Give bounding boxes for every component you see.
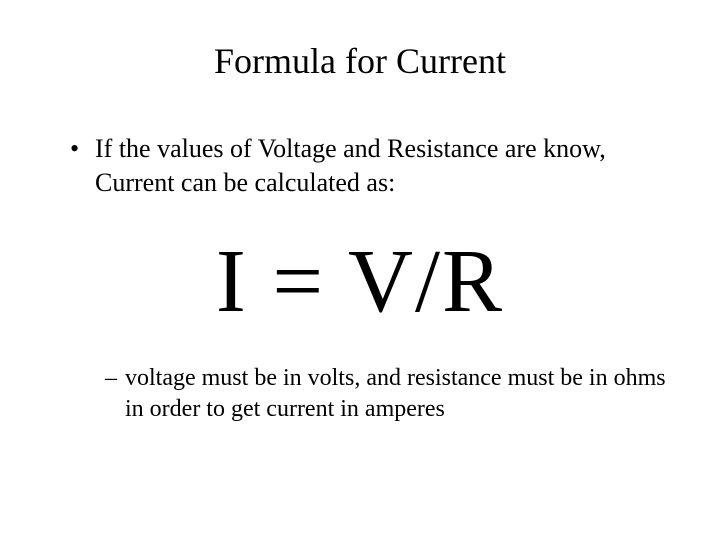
formula-equation: I = V/R: [50, 230, 670, 333]
sub-bullet-list: voltage must be in volts, and resistance…: [50, 363, 670, 425]
sub-bullet-item: voltage must be in volts, and resistance…: [105, 363, 670, 425]
slide-title: Formula for Current: [50, 40, 670, 82]
bullet-item: If the values of Voltage and Resistance …: [70, 132, 670, 200]
bullet-list: If the values of Voltage and Resistance …: [50, 132, 670, 200]
